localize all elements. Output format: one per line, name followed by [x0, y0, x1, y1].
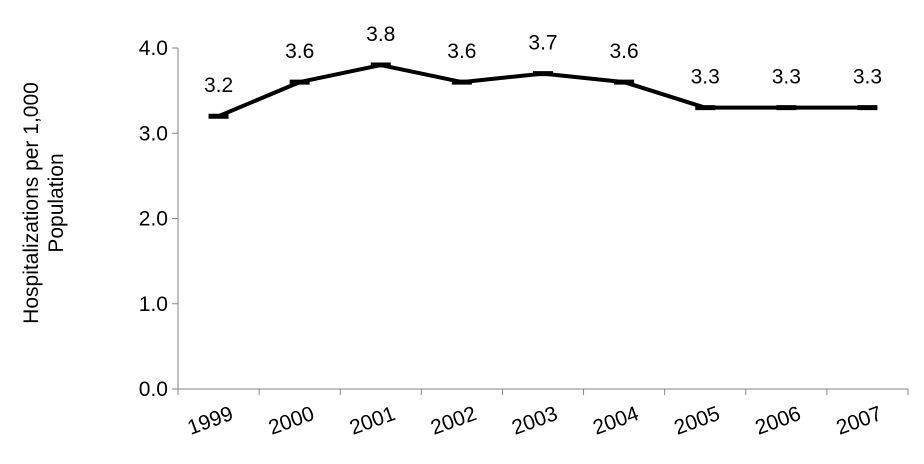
- y-axis-title: Hospitalizations per 1,000 Population: [20, 82, 68, 324]
- data-label: 3.6: [610, 40, 639, 63]
- data-label: 3.6: [285, 40, 314, 63]
- x-tick-label: 2006: [752, 402, 804, 440]
- x-tick-label: 2002: [428, 402, 480, 440]
- data-label: 3.3: [853, 66, 882, 89]
- y-axis-title-line-1: Hospitalizations per 1,000: [20, 82, 43, 324]
- x-tick-label: 2000: [266, 402, 318, 440]
- y-tick-label: 0.0: [139, 378, 168, 401]
- y-axis-title-line-2: Population: [45, 153, 68, 252]
- y-axis: 0.0 1.0 2.0 3.0 4.0: [139, 37, 179, 401]
- data-label: 3.2: [204, 74, 233, 97]
- y-tick-label: 1.0: [139, 293, 168, 316]
- data-label: 3.3: [772, 66, 801, 89]
- x-tick-label: 2007: [833, 402, 885, 440]
- x-tick-label: 1999: [184, 402, 236, 440]
- data-label: 3.8: [366, 23, 395, 46]
- y-tick-label: 3.0: [139, 122, 168, 145]
- y-tick-label: 2.0: [139, 208, 168, 231]
- x-axis: 1999 2000 2001 2002 2003 2004 2005 2006 2007: [177, 388, 909, 440]
- data-label: 3.7: [528, 32, 557, 55]
- data-label: 3.6: [447, 40, 476, 63]
- x-tick-label: 2004: [590, 402, 642, 440]
- x-tick-label: 2003: [509, 402, 561, 440]
- plot-area: 3.2 3.6 3.8 3.6 3.7 3.6 3.3 3.3 3.3: [204, 23, 882, 119]
- y-tick-label: 4.0: [139, 37, 168, 60]
- x-tick-label: 2005: [671, 402, 723, 440]
- x-tick-label: 2001: [347, 402, 399, 440]
- data-label: 3.3: [691, 66, 720, 89]
